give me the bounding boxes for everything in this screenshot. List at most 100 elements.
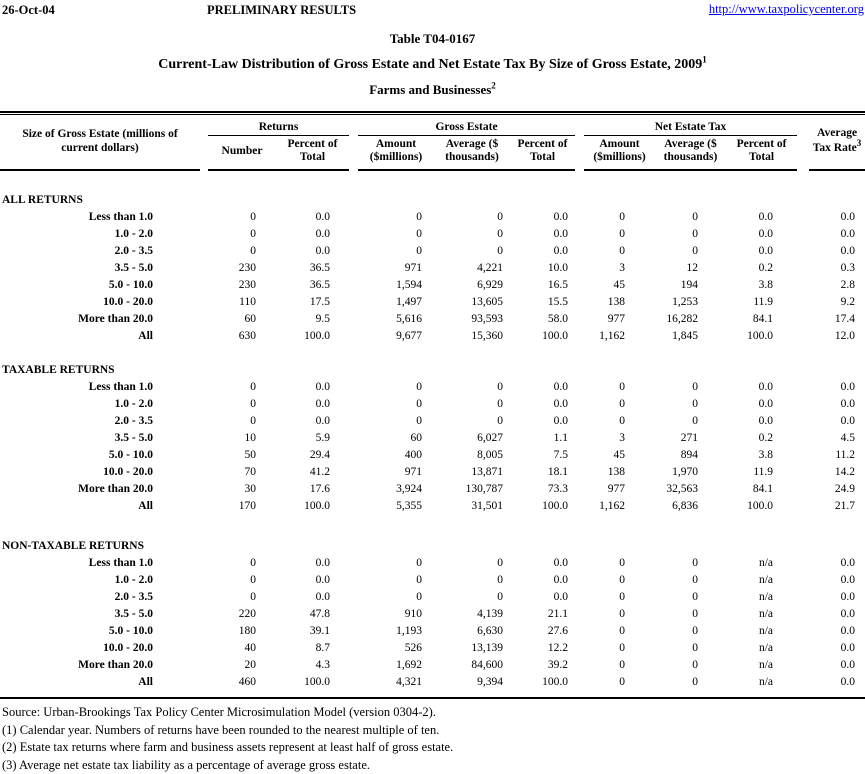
- row-label: 2.0 - 3.5: [0, 410, 200, 427]
- column-gap: [349, 393, 358, 410]
- table-cell: 0: [434, 206, 510, 223]
- table-cell: 36.5: [276, 274, 349, 291]
- row-label: 3.5 - 5.0: [0, 427, 200, 444]
- column-gap: [797, 444, 809, 461]
- header-gap: [200, 115, 208, 170]
- column-gap: [349, 325, 358, 342]
- column-gap: [349, 461, 358, 478]
- table-cell: 110: [208, 291, 276, 308]
- table-cell: 1,970: [655, 461, 726, 478]
- table-cell: 0.0: [276, 240, 349, 257]
- group-header-net-estate-tax: Net Estate Tax: [584, 115, 797, 135]
- column-gap: [797, 603, 809, 620]
- table-cell: 0.0: [510, 552, 575, 569]
- table-cell: 30: [208, 478, 276, 495]
- table-cell: 630: [208, 325, 276, 342]
- table-cell: 0: [584, 654, 655, 671]
- column-header-gross-estate-percent-of-total: Percent of Total: [510, 135, 575, 170]
- table-cell: 13,605: [434, 291, 510, 308]
- table-cell: 0: [358, 223, 434, 240]
- table-cell: 47.8: [276, 603, 349, 620]
- column-gap: [349, 637, 358, 654]
- row-label: 1.0 - 2.0: [0, 393, 200, 410]
- column-gap: [349, 291, 358, 308]
- column-header-net-estate-tax-average: Average ($ thousands): [655, 135, 726, 170]
- column-gap: [575, 410, 584, 427]
- column-gap: [349, 257, 358, 274]
- table-cell: 0: [434, 393, 510, 410]
- column-gap: [797, 620, 809, 637]
- table-cell: 0.0: [276, 586, 349, 603]
- column-gap: [200, 410, 208, 427]
- table-cell: n/a: [726, 637, 797, 654]
- column-gap: [200, 325, 208, 342]
- table-cell: 1,594: [358, 274, 434, 291]
- table-cell: 0.0: [809, 206, 865, 223]
- table-cell: 9,677: [358, 325, 434, 342]
- row-label: 1.0 - 2.0: [0, 569, 200, 586]
- column-gap: [797, 257, 809, 274]
- table-cell: 0: [434, 569, 510, 586]
- table-cell: 84.1: [726, 308, 797, 325]
- table-cell: 20: [208, 654, 276, 671]
- table-cell: 0.2: [726, 427, 797, 444]
- table-cell: 0.0: [276, 376, 349, 393]
- column-gap: [200, 427, 208, 444]
- footnote-3: (3) Average net estate tax liability as …: [2, 757, 865, 774]
- table-cell: 12: [655, 257, 726, 274]
- table-cell: 0: [655, 552, 726, 569]
- table-cell: 0.0: [809, 620, 865, 637]
- table-cell: 0: [584, 393, 655, 410]
- table-cell: 6,027: [434, 427, 510, 444]
- table-cell: n/a: [726, 603, 797, 620]
- table-cell: 50: [208, 444, 276, 461]
- column-gap: [349, 410, 358, 427]
- table-cell: n/a: [726, 569, 797, 586]
- table-cell: 0: [584, 637, 655, 654]
- row-label: More than 20.0: [0, 478, 200, 495]
- column-gap: [349, 603, 358, 620]
- column-gap: [797, 206, 809, 223]
- table-cell: 0.0: [726, 206, 797, 223]
- estate-tax-table: Size of Gross Estate (millions of curren…: [0, 115, 865, 688]
- table-cell: 0: [584, 206, 655, 223]
- table-cell: n/a: [726, 586, 797, 603]
- table-cell: 0.0: [510, 569, 575, 586]
- table-cell: 0.0: [809, 671, 865, 688]
- table-cell: 12.2: [510, 637, 575, 654]
- column-gap: [200, 291, 208, 308]
- taxpolicycenter-link[interactable]: http://www.taxpolicycenter.org: [709, 2, 864, 16]
- table-cell: 0: [358, 586, 434, 603]
- table-cell: 0: [655, 569, 726, 586]
- table-cell: 0.0: [809, 552, 865, 569]
- table-cell: 230: [208, 257, 276, 274]
- column-gap: [349, 495, 358, 512]
- row-label: More than 20.0: [0, 654, 200, 671]
- table-cell: 0: [208, 240, 276, 257]
- table-cell: 16,282: [655, 308, 726, 325]
- column-gap: [575, 671, 584, 688]
- column-header-average-tax-rate: Average Tax Rate3: [809, 115, 865, 170]
- table-cell: 230: [208, 274, 276, 291]
- table-cell: 0: [434, 240, 510, 257]
- table-cell: 100.0: [510, 325, 575, 342]
- column-gap: [349, 654, 358, 671]
- table-cell: 1,162: [584, 495, 655, 512]
- column-header-net-estate-tax-percent-of-total: Percent of Total: [726, 135, 797, 170]
- table-cell: 0: [434, 586, 510, 603]
- column-gap: [200, 274, 208, 291]
- row-label: 3.5 - 5.0: [0, 603, 200, 620]
- column-gap: [349, 552, 358, 569]
- column-gap: [797, 552, 809, 569]
- table-cell: 526: [358, 637, 434, 654]
- column-gap: [200, 393, 208, 410]
- table-cell: 100.0: [276, 325, 349, 342]
- footnotes: Source: Urban-Brookings Tax Policy Cente…: [0, 699, 865, 774]
- column-gap: [200, 569, 208, 586]
- table-cell: 100.0: [276, 671, 349, 688]
